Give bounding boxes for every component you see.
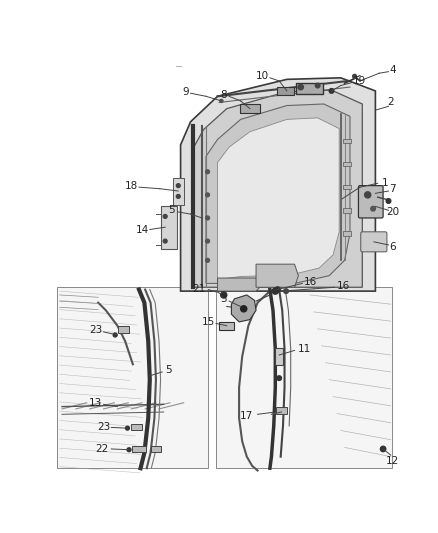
Text: 18: 18 [125, 181, 138, 191]
Text: 8: 8 [220, 90, 227, 100]
Circle shape [275, 287, 280, 292]
Bar [277, 87, 294, 95]
Bar [131, 424, 142, 431]
Text: 10: 10 [256, 71, 269, 81]
Text: 5: 5 [165, 366, 172, 375]
Text: 16: 16 [336, 281, 350, 292]
Text: 23: 23 [89, 325, 102, 335]
Text: 19: 19 [353, 76, 366, 86]
Circle shape [205, 170, 209, 174]
Bar [118, 326, 129, 333]
Bar [297, 83, 323, 94]
Bar [343, 161, 351, 166]
Bar [173, 178, 184, 205]
Circle shape [240, 306, 247, 312]
Circle shape [177, 195, 180, 198]
FancyBboxPatch shape [361, 232, 387, 252]
Text: 4: 4 [389, 65, 396, 75]
Circle shape [205, 239, 209, 243]
Bar [343, 231, 351, 236]
Bar [276, 348, 283, 365]
Text: 6: 6 [389, 242, 396, 252]
Bar [343, 208, 351, 213]
Text: 16: 16 [304, 277, 317, 287]
Circle shape [298, 84, 304, 90]
Bar [343, 185, 351, 189]
Text: 20: 20 [386, 207, 399, 217]
Text: 14: 14 [135, 224, 149, 235]
Circle shape [205, 216, 209, 220]
Bar [219, 321, 234, 330]
Text: 13: 13 [89, 398, 102, 408]
Text: 15: 15 [201, 317, 215, 327]
Text: 2: 2 [388, 98, 394, 108]
Bar [57, 287, 208, 468]
Text: 9: 9 [182, 87, 188, 96]
Circle shape [126, 426, 129, 430]
Circle shape [284, 289, 288, 294]
FancyBboxPatch shape [358, 185, 383, 218]
Circle shape [272, 288, 279, 294]
Text: −: − [175, 62, 183, 72]
Polygon shape [218, 278, 260, 291]
Circle shape [205, 259, 209, 262]
Circle shape [127, 448, 131, 451]
Circle shape [277, 376, 282, 381]
Polygon shape [180, 78, 375, 291]
Bar [216, 287, 392, 468]
Circle shape [113, 333, 117, 337]
Circle shape [353, 75, 357, 78]
Text: 22: 22 [95, 444, 109, 454]
Circle shape [221, 292, 227, 298]
Circle shape [163, 214, 167, 219]
Circle shape [177, 184, 180, 188]
Text: 12: 12 [386, 456, 399, 465]
Polygon shape [193, 90, 362, 287]
Bar [132, 446, 146, 451]
Circle shape [220, 99, 223, 102]
Polygon shape [256, 264, 298, 287]
Text: 23: 23 [97, 422, 110, 432]
Circle shape [329, 88, 334, 93]
Bar [240, 104, 259, 113]
Circle shape [205, 193, 209, 197]
Text: 5: 5 [168, 205, 175, 215]
Bar [161, 206, 177, 249]
Bar [343, 139, 351, 143]
Circle shape [371, 206, 375, 211]
Bar [276, 407, 287, 414]
Text: 21: 21 [192, 284, 206, 294]
Circle shape [380, 446, 386, 451]
Circle shape [386, 199, 391, 203]
Text: 3: 3 [220, 294, 227, 304]
Text: 17: 17 [240, 411, 254, 421]
Polygon shape [231, 295, 256, 322]
Circle shape [364, 192, 371, 198]
Bar [151, 446, 161, 451]
Text: 11: 11 [298, 344, 311, 354]
Text: 1: 1 [382, 179, 389, 188]
Polygon shape [218, 118, 339, 280]
Polygon shape [206, 104, 350, 284]
Circle shape [315, 83, 320, 88]
Text: 7: 7 [389, 184, 396, 193]
Circle shape [163, 239, 167, 243]
